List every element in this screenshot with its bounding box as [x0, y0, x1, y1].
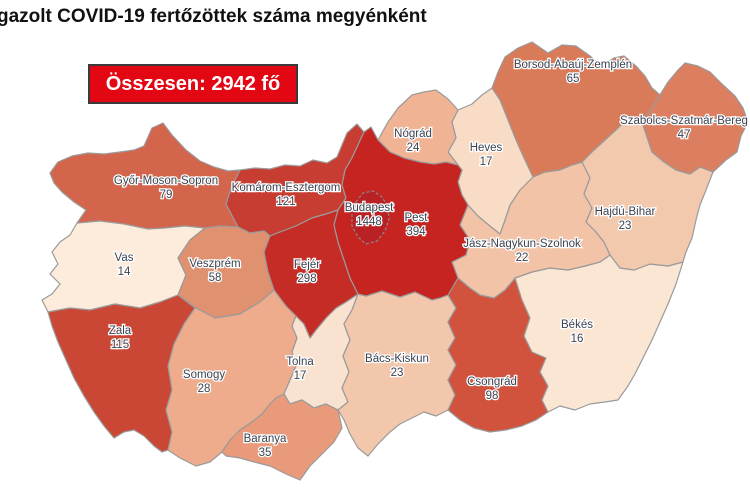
county-fejer[interactable] — [263, 209, 359, 339]
county-pest[interactable] — [333, 126, 471, 301]
county-bacs-kiskun[interactable] — [337, 290, 457, 457]
county-szabolcs-szatmar-bereg[interactable] — [641, 62, 749, 175]
county-borsod-abauj-zemplen[interactable] — [491, 41, 661, 178]
county-budapest[interactable] — [351, 190, 390, 245]
county-gyor-moson-sopron[interactable] — [49, 122, 241, 230]
page-title: gazolt COVID-19 fertőzöttek száma megyén… — [0, 6, 427, 27]
total-badge: Összesen: 2942 fő — [88, 64, 298, 104]
regions-layer — [41, 41, 749, 481]
county-baranya[interactable] — [221, 393, 343, 481]
